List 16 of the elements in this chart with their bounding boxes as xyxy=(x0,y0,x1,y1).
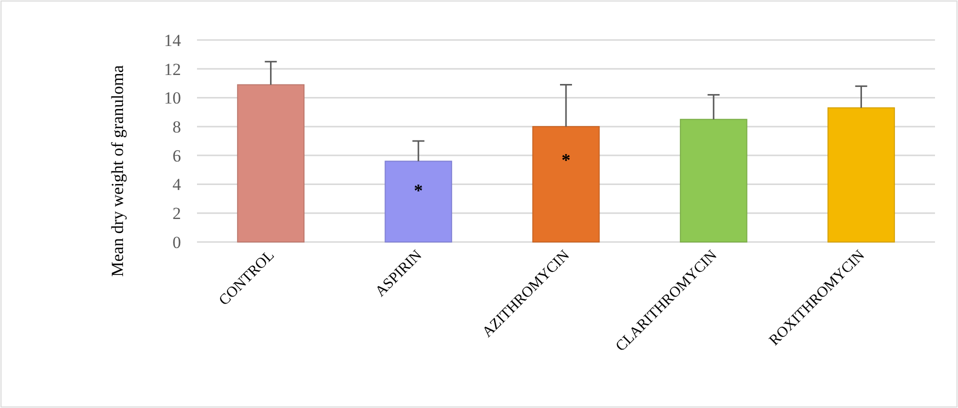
y-tick-label: 2 xyxy=(172,204,181,224)
annotation: * xyxy=(562,150,570,170)
bar xyxy=(827,107,895,242)
bar xyxy=(237,84,305,242)
bar xyxy=(680,118,748,242)
y-tick-label: 14 xyxy=(164,30,182,50)
y-tick-label: 4 xyxy=(172,175,182,194)
y-axis-title: Mean dry weight of granuloma xyxy=(108,64,127,277)
y-tick-label: 12 xyxy=(164,60,181,79)
bar xyxy=(532,126,600,242)
annotation: * xyxy=(414,180,423,200)
bar xyxy=(384,160,452,242)
y-tick-label: 10 xyxy=(164,88,181,108)
y-tick-label: 6 xyxy=(172,146,181,166)
y-tick-label: 8 xyxy=(172,118,181,137)
y-tick-label: 0 xyxy=(172,232,181,252)
